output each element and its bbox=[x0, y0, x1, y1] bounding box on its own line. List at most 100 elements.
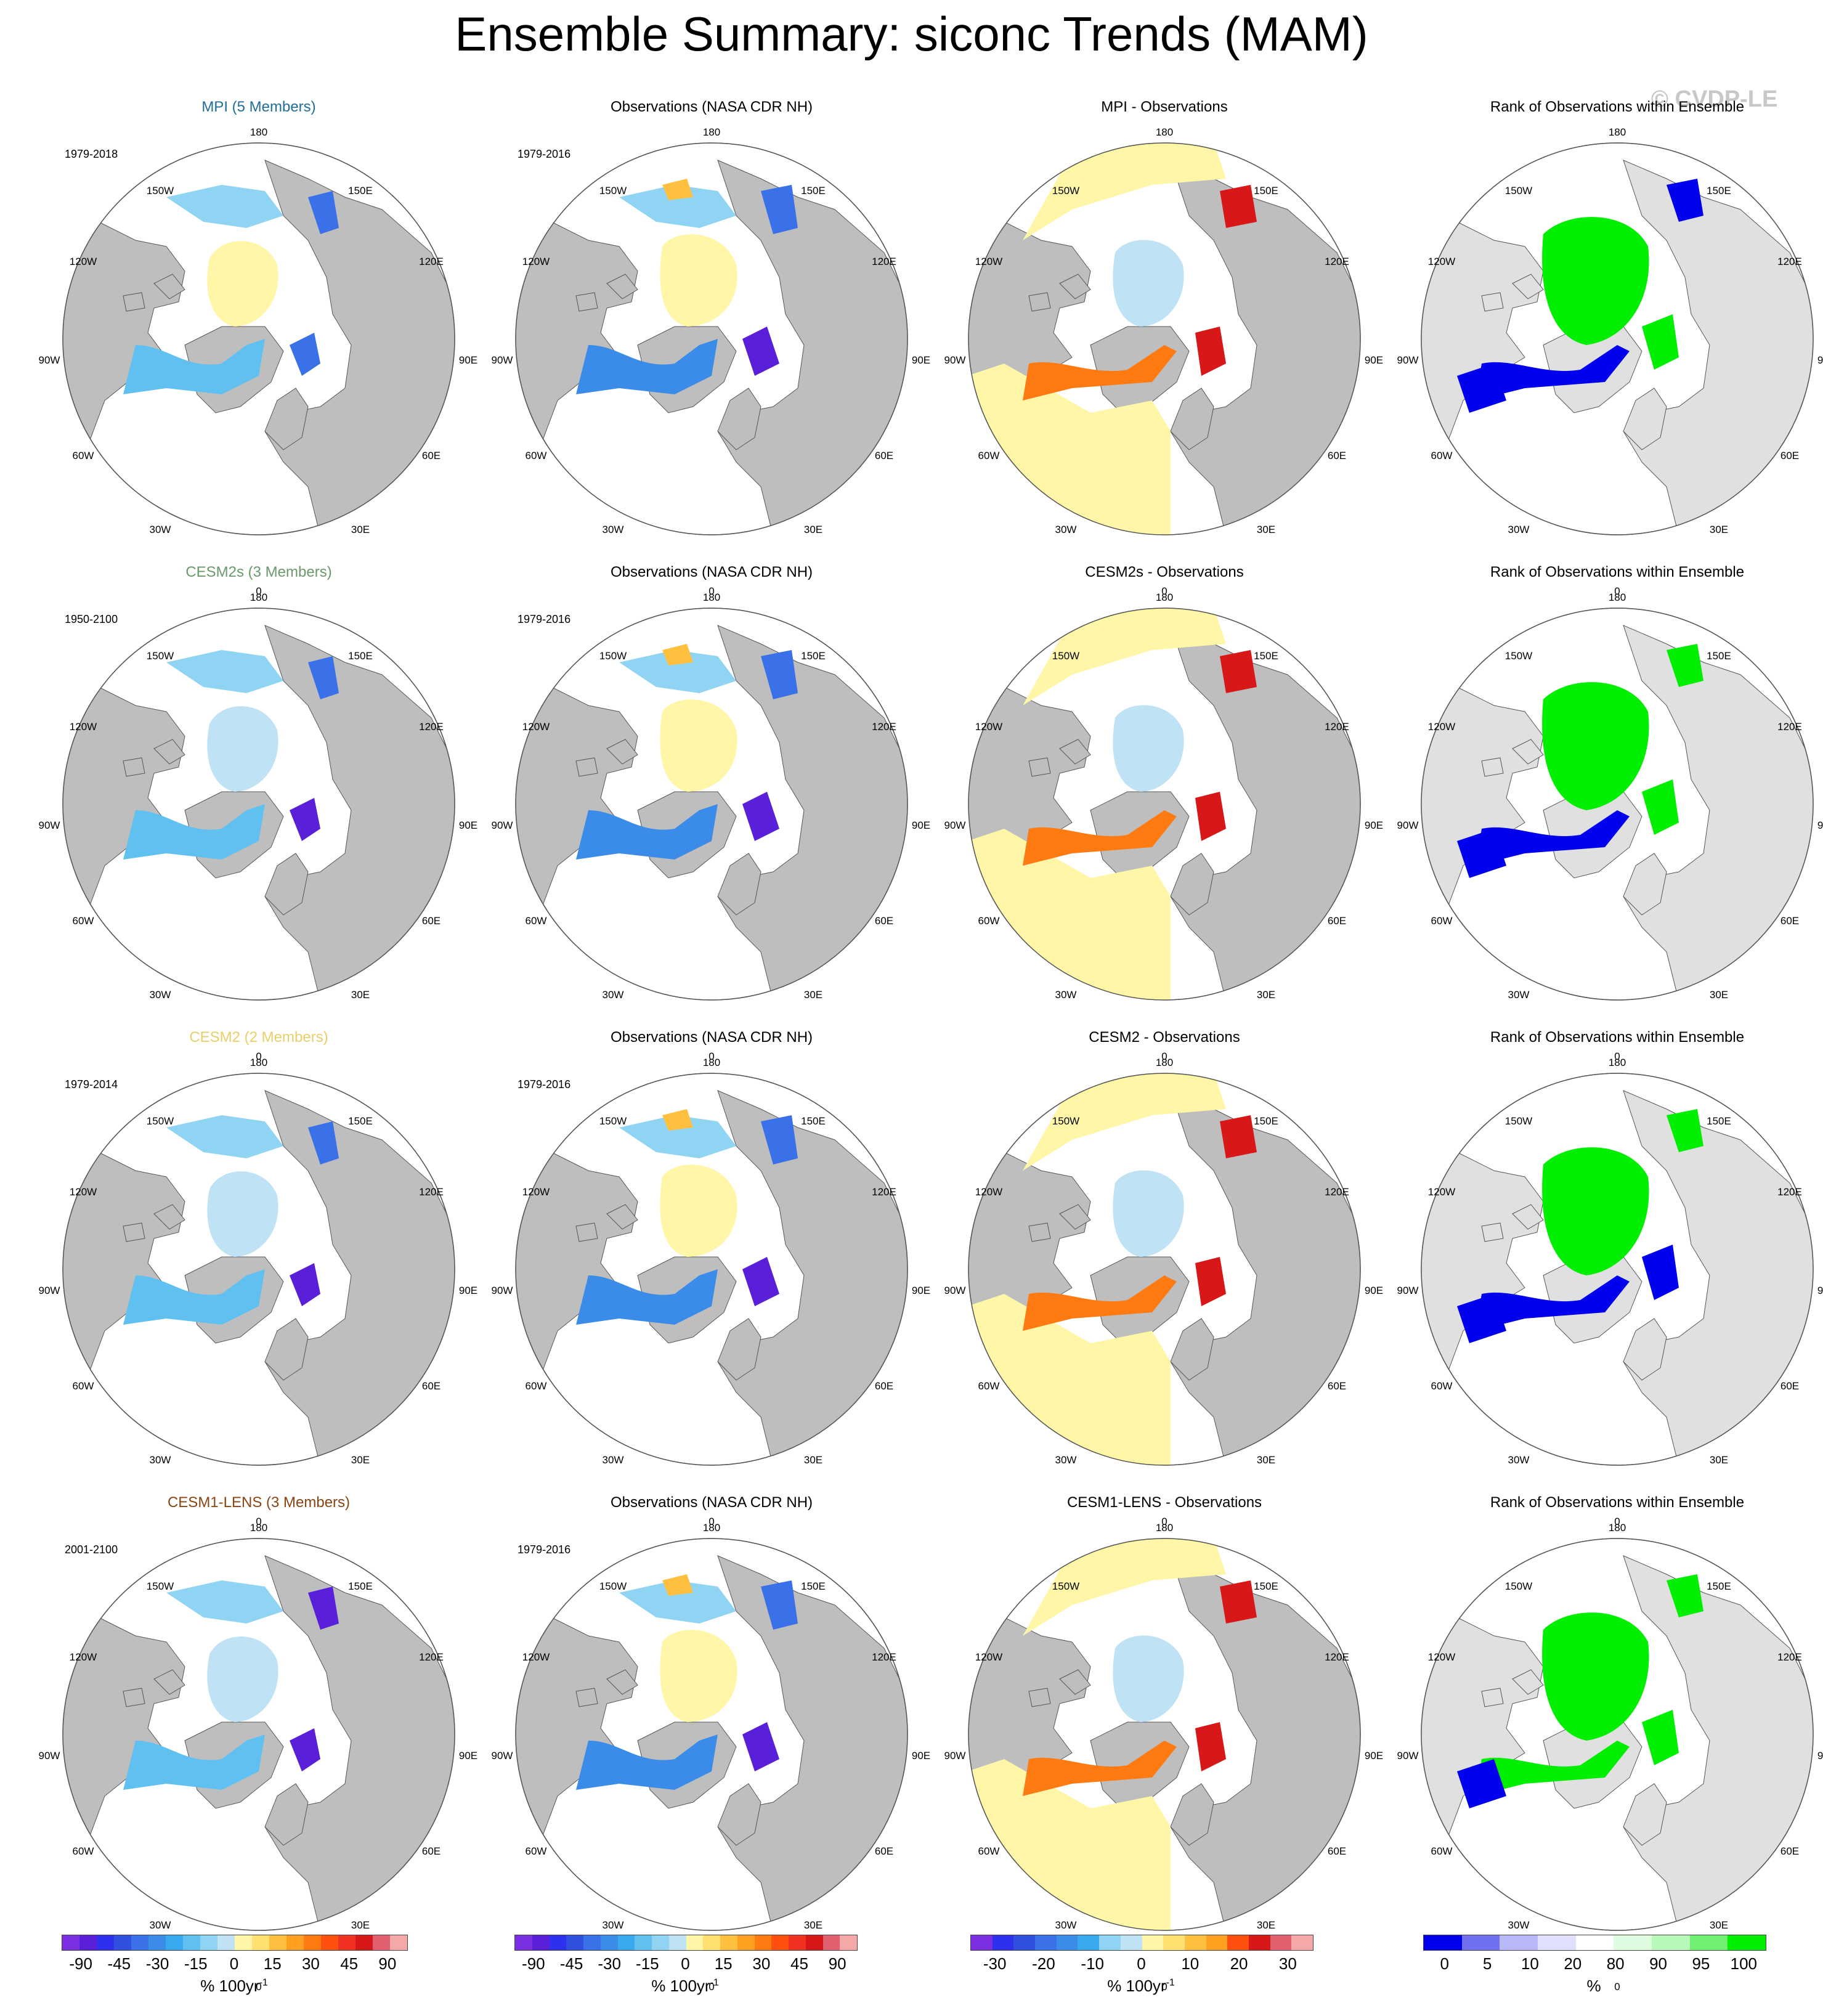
longitude-label: 120W bbox=[975, 1186, 1003, 1198]
longitude-label: 180 bbox=[1608, 1057, 1626, 1068]
longitude-label: 120E bbox=[872, 721, 896, 733]
colorbar-tick-label: -30 bbox=[598, 1954, 621, 1973]
diff-map bbox=[968, 1073, 1361, 1466]
panel-title: CESM2s (3 Members) bbox=[185, 564, 332, 580]
longitude-label: 30W bbox=[1508, 1919, 1530, 1931]
longitude-label: 90E bbox=[458, 1750, 478, 1762]
colorbar-tick-label: 0 bbox=[229, 1954, 239, 1973]
panel-title: CESM2s - Observations bbox=[1085, 564, 1244, 580]
colorbar-swatch bbox=[686, 1935, 704, 1950]
polar-map bbox=[62, 1072, 456, 1466]
longitude-label: 30W bbox=[602, 1454, 624, 1466]
colorbar-swatch bbox=[235, 1935, 252, 1950]
panel-diff-row3: CESM2 - Observations 180 0 90W 90E 150W 150E 12… bbox=[936, 1029, 1392, 1527]
trend-colorbar-1-units: % 100yr-1 bbox=[200, 1977, 268, 1995]
longitude-label: 150W bbox=[146, 185, 174, 197]
model-map bbox=[62, 142, 455, 535]
longitude-label: 60E bbox=[1780, 1380, 1800, 1392]
longitude-label: 90E bbox=[1817, 1285, 1823, 1296]
colorbar-tick-label: 95 bbox=[1692, 1954, 1710, 1973]
panel-title: MPI (5 Members) bbox=[201, 99, 316, 115]
longitude-label: 120E bbox=[419, 1651, 444, 1663]
panel-title: CESM1-LENS (3 Members) bbox=[167, 1494, 351, 1511]
longitude-label: 90E bbox=[1817, 819, 1823, 831]
colorbar-tick-label: 15 bbox=[263, 1954, 282, 1973]
longitude-label: 90W bbox=[944, 354, 966, 366]
longitude-label: 60E bbox=[1327, 450, 1347, 461]
longitude-label: 90E bbox=[1817, 354, 1823, 366]
longitude-label: 120W bbox=[522, 256, 550, 267]
model-map bbox=[62, 1073, 455, 1466]
colorbar-tick-label: -45 bbox=[559, 1954, 583, 1973]
colorbar-tick-label: 90 bbox=[378, 1954, 397, 1973]
colorbar-swatch bbox=[1056, 1935, 1078, 1950]
longitude-label: 30E bbox=[1709, 1919, 1729, 1931]
longitude-label: 180 bbox=[250, 1522, 268, 1534]
longitude-label: 60W bbox=[978, 915, 1000, 927]
panel-period: 1950-2100 bbox=[65, 613, 118, 625]
panel-model-row3: CESM2 (2 Members) 1979-2014 180 0 90W 90E 150W… bbox=[31, 1029, 487, 1527]
longitude-label: 90E bbox=[1817, 1750, 1823, 1762]
longitude-label: 60W bbox=[72, 450, 94, 461]
longitude-label: 60W bbox=[978, 1380, 1000, 1392]
longitude-label: 90W bbox=[1397, 1285, 1419, 1296]
longitude-label: 0 bbox=[708, 1981, 715, 1993]
colorbar-tick-label: 20 bbox=[1230, 1954, 1248, 1973]
longitude-label: 150W bbox=[1504, 1115, 1533, 1127]
longitude-label: 120E bbox=[1777, 1186, 1802, 1198]
longitude-label: 150W bbox=[1052, 1115, 1080, 1127]
polar-map bbox=[62, 142, 456, 536]
rank-colorbar-ticks: 0 5 10 20 80 90 95 100 bbox=[1423, 1954, 1765, 1974]
longitude-label: 60W bbox=[1431, 1380, 1453, 1392]
colorbar-tick-label: 5 bbox=[1482, 1954, 1492, 1973]
panel-title: Rank of Observations within Ensemble bbox=[1490, 1494, 1745, 1511]
colorbar-swatch bbox=[1206, 1935, 1228, 1950]
obs-map bbox=[515, 142, 908, 535]
longitude-label: 150E bbox=[801, 185, 826, 197]
polar-map bbox=[967, 142, 1362, 536]
longitude-label: 0 bbox=[1614, 1981, 1620, 1993]
panel-rank-row4: Rank of Observations within Ensemble 180 0… bbox=[1389, 1494, 1823, 1993]
longitude-label: 30W bbox=[149, 1454, 171, 1466]
colorbar-swatch bbox=[1035, 1935, 1057, 1950]
diff-colorbar bbox=[970, 1935, 1313, 1951]
colorbar-swatch bbox=[1461, 1935, 1500, 1950]
longitude-label: 180 bbox=[1155, 1057, 1174, 1068]
longitude-label: 30E bbox=[803, 989, 823, 1001]
colorbar-swatch bbox=[1270, 1935, 1292, 1950]
colorbar-swatch bbox=[1078, 1935, 1100, 1950]
longitude-label: 150W bbox=[599, 185, 627, 197]
colorbar-tick-label: 0 bbox=[1137, 1954, 1146, 1973]
longitude-label: 120E bbox=[872, 1651, 896, 1663]
polar-map bbox=[514, 607, 909, 1001]
panel-title: Rank of Observations within Ensemble bbox=[1490, 564, 1745, 580]
longitude-label: 180 bbox=[1155, 1522, 1174, 1534]
figure-title: Ensemble Summary: siconc Trends (MAM) bbox=[455, 7, 1368, 61]
longitude-label: 60W bbox=[72, 1380, 94, 1392]
longitude-label: 120E bbox=[1325, 721, 1349, 733]
colorbar-swatch bbox=[652, 1935, 669, 1950]
longitude-label: 180 bbox=[250, 1057, 268, 1068]
colorbar-swatch bbox=[338, 1935, 355, 1950]
longitude-label: 0 bbox=[708, 585, 715, 597]
longitude-label: 120E bbox=[1325, 1186, 1349, 1198]
panel-title: Observations (NASA CDR NH) bbox=[610, 99, 813, 115]
colorbar-tick-label: 0 bbox=[1440, 1954, 1449, 1973]
colorbar-tick-label: 0 bbox=[681, 1954, 690, 1973]
longitude-label: 30W bbox=[149, 989, 171, 1001]
panel-obs-row2: Observations (NASA CDR NH) 1979-2016 180 0 9… bbox=[484, 564, 940, 1062]
longitude-label: 60E bbox=[421, 1845, 441, 1857]
longitude-label: 180 bbox=[1608, 126, 1626, 138]
longitude-label: 150E bbox=[1254, 1580, 1278, 1592]
longitude-label: 120E bbox=[419, 721, 444, 733]
longitude-label: 30W bbox=[149, 1919, 171, 1931]
longitude-label: 120W bbox=[975, 1651, 1003, 1663]
longitude-label: 120E bbox=[872, 1186, 896, 1198]
longitude-label: 90E bbox=[1364, 819, 1384, 831]
colorbar-swatch bbox=[97, 1935, 114, 1950]
colorbar-swatch bbox=[1227, 1935, 1249, 1950]
longitude-label: 120E bbox=[1325, 1651, 1349, 1663]
colorbar-swatch bbox=[355, 1935, 373, 1950]
longitude-label: 150E bbox=[1707, 1115, 1731, 1127]
longitude-label: 120W bbox=[69, 256, 97, 267]
